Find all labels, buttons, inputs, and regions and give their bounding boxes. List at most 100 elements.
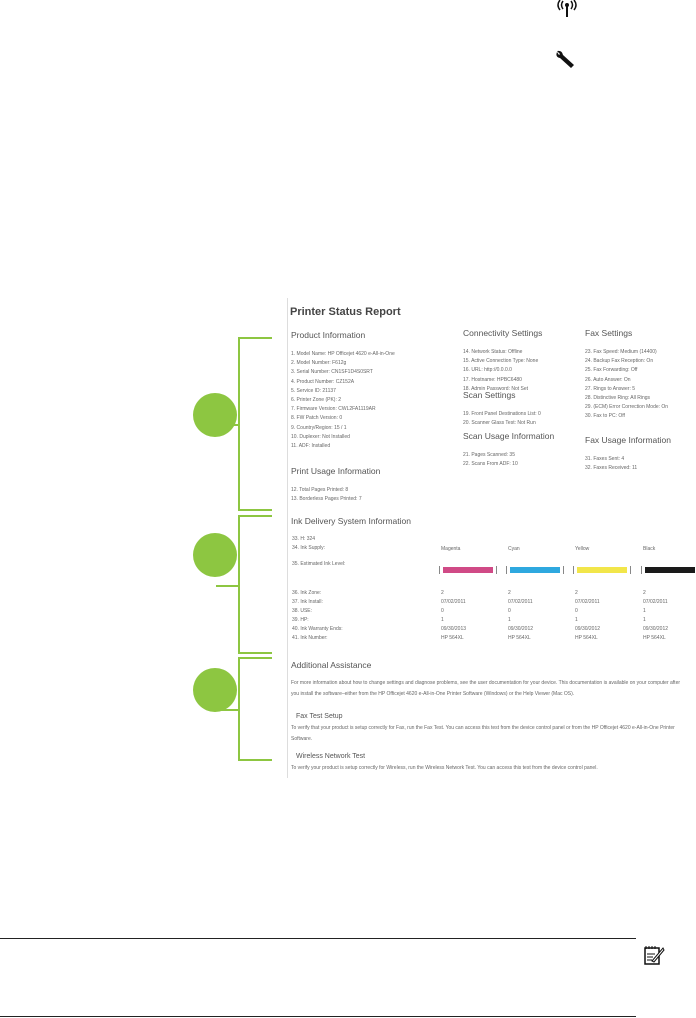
product-info-line: 9. Country/Region: 15 / 1: [291, 424, 347, 431]
ink-row-label: 34. Ink Supply:: [292, 545, 326, 551]
ink-row-label: 39. HP:: [292, 617, 309, 623]
cartridge-name: Yellow: [575, 546, 590, 552]
fax-settings-heading: Fax Settings: [585, 328, 633, 338]
cartridge-install: 07/02/2011: [575, 599, 600, 605]
wrench-icon: [556, 50, 574, 68]
cartridge-warranty: 09/30/2013: [441, 626, 467, 632]
wireless-test-paragraph: To verify your product is setup correctl…: [291, 765, 598, 771]
fax-usage-line: 32. Faxes Received: 11: [585, 465, 638, 472]
cartridge-install: 07/02/2011: [441, 599, 466, 605]
cartridge-use: 0: [575, 608, 578, 614]
assist-paragraph: For more information about how to change…: [291, 680, 681, 697]
scan-usage-heading: Scan Usage Information: [463, 431, 555, 441]
connectivity-line: 15. Active Connection Type: None: [463, 358, 539, 365]
scan-settings-heading: Scan Settings: [463, 390, 516, 400]
ink-level-fill: [645, 567, 695, 573]
wireless-icon: [557, 0, 577, 17]
fax-settings-line: 25. Fax Forwarding: Off: [585, 367, 638, 374]
ink-line: 33. H: 324: [292, 536, 316, 542]
ink-level-fill: [577, 567, 627, 573]
fax-settings-line: 28. Distinctive Ring: All Rings: [585, 395, 651, 401]
connectivity-line: 14. Network Status: Offline: [463, 349, 523, 355]
ink-row-label: 38. USE:: [292, 608, 313, 614]
cartridge-zone: 2: [643, 590, 646, 596]
cartridge-use: 1: [643, 608, 646, 614]
cartridge-hp: 1: [508, 617, 511, 623]
callout-2: [193, 533, 237, 577]
ink-row-label: 35. Estimated Ink Level:: [292, 561, 346, 567]
product-info-line: 7. Firmware Version: CWL2FA1119AR: [291, 406, 376, 413]
print-usage-line: 12. Total Pages Printed: 8: [291, 487, 349, 493]
fax-settings-line: 27. Rings to Answer: 5: [585, 385, 636, 392]
product-info-line: 8. FW Patch Version: 0: [291, 415, 343, 422]
product-info-line: 4. Product Number: CZ152A: [291, 378, 355, 385]
ink-level-fill: [443, 567, 493, 573]
scan-settings-line: 20. Scanner Glass Test: Not Run: [463, 420, 536, 427]
printer-status-report: Printer Status Report Product Information…: [287, 298, 696, 778]
ink-row-label: 40. Ink Warranty Ends:: [292, 626, 343, 632]
cartridge-zone: 2: [508, 590, 511, 596]
ink-row-label: 36. Ink Zone:: [292, 590, 322, 596]
scan-usage-line: 22. Scans From ADF: 10: [463, 461, 518, 468]
connectivity-line: 17. Hostname: HPBC6480: [463, 376, 522, 383]
ink-row-label: 41. Ink Number:: [292, 635, 328, 641]
fax-test-paragraph: To verify that your product is setup cor…: [291, 725, 675, 742]
cartridge-install: 07/02/2011: [508, 599, 533, 605]
fax-settings-line: 29. (ECM) Error Correction Mode: On: [585, 404, 669, 411]
ink-level-bar: [573, 566, 631, 574]
fax-settings-line: 26. Auto Answer: On: [585, 376, 631, 383]
fax-usage-line: 31. Faxes Sent: 4: [585, 456, 625, 462]
report-title: Printer Status Report: [290, 306, 401, 318]
bracket-2: [216, 515, 272, 654]
ink-heading: Ink Delivery System Information: [291, 516, 411, 526]
fax-settings-line: 30. Fax to PC: Off: [585, 413, 625, 420]
print-usage-line: 13. Borderless Pages Printed: 7: [291, 496, 362, 503]
cartridge-name: Black: [643, 546, 656, 552]
callout-1: [193, 393, 237, 437]
note-icon: [644, 946, 665, 965]
cartridge-number: HP 564XL: [441, 635, 464, 641]
assist-heading: Additional Assistance: [291, 660, 372, 670]
fax-settings-line: 24. Backup Fax Reception: On: [585, 358, 654, 365]
ink-level-fill: [510, 567, 560, 573]
bracket-3: [216, 657, 272, 761]
cartridge-name: Cyan: [508, 546, 520, 552]
cartridge-install: 07/02/2011: [643, 599, 668, 605]
connectivity-line: 16. URL: http://0.0.0.0: [463, 367, 512, 374]
product-info-line: 11. ADF: Installed: [291, 443, 331, 449]
cartridge-use: 0: [441, 608, 444, 614]
ink-level-bar: [439, 566, 497, 574]
product-info-heading: Product Information: [291, 330, 366, 340]
cartridge-hp: 1: [441, 617, 444, 623]
scan-usage-line: 21. Pages Scanned: 35: [463, 452, 515, 458]
product-info-line: 5. Service ID: 21137: [291, 387, 336, 394]
product-info-line: 1. Model Name: HP Officejet 4620 e-All-i…: [291, 351, 395, 357]
cartridge-hp: 1: [575, 617, 578, 623]
cartridge-name: Magenta: [441, 546, 461, 552]
cartridge-warranty: 09/30/2012: [643, 626, 669, 632]
cartridge-warranty: 09/30/2012: [575, 626, 601, 632]
connectivity-line: 18. Admin Password: Not Set: [463, 385, 529, 392]
product-info-line: 3. Serial Number: CN1SF1D4S0SRT: [291, 369, 373, 376]
bracket-1: [216, 337, 272, 511]
fax-settings-line: 23. Fax Speed: Medium (14400): [585, 349, 657, 355]
scan-settings-line: 19. Front Panel Destinations List: 0: [463, 411, 541, 417]
cartridge-zone: 2: [441, 590, 444, 596]
product-info-line: 10. Duplexer: Not Installed: [291, 433, 350, 440]
cartridge-zone: 2: [575, 590, 578, 596]
connectivity-heading: Connectivity Settings: [463, 328, 543, 338]
print-usage-heading: Print Usage Information: [291, 466, 381, 476]
fax-usage-heading: Fax Usage Information: [585, 435, 671, 445]
product-info-line: 2. Model Number: F612g: [291, 360, 347, 367]
ink-level-bar: [641, 566, 696, 574]
cartridge-number: HP 564XL: [643, 635, 666, 641]
cartridge-number: HP 564XL: [508, 635, 531, 641]
cartridge-hp: 1: [643, 617, 646, 623]
callout-3: [193, 668, 237, 712]
fax-test-heading: Fax Test Setup: [296, 713, 343, 720]
cartridge-use: 0: [508, 608, 511, 614]
divider: [0, 1016, 636, 1017]
cartridge-warranty: 09/30/2012: [508, 626, 534, 632]
product-info-line: 6. Printer Zone (PK): 2: [291, 397, 342, 403]
